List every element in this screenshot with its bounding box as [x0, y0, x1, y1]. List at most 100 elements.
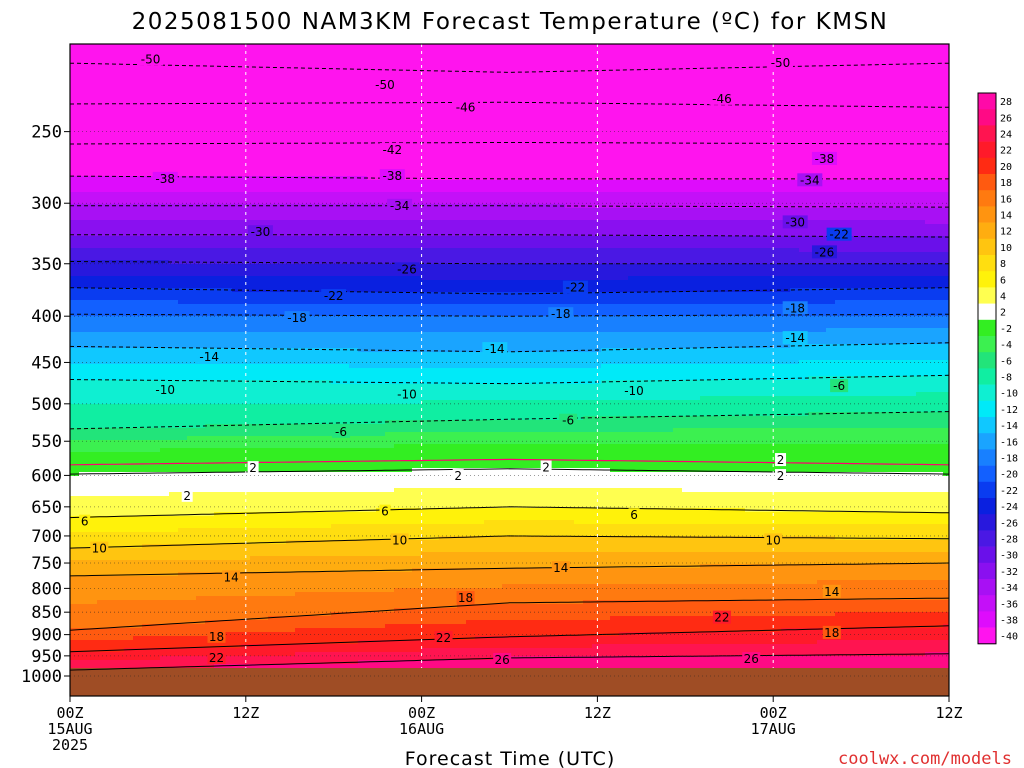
- field-cell: [115, 148, 125, 153]
- field-cell: [79, 552, 89, 557]
- field-cell: [142, 624, 152, 629]
- field-cell: [169, 284, 179, 289]
- field-cell: [133, 484, 143, 489]
- field-cell: [142, 548, 152, 553]
- field-cell: [178, 616, 188, 621]
- field-cell: [160, 356, 170, 361]
- field-cell: [250, 84, 260, 89]
- field-cell: [277, 340, 287, 345]
- field-cell: [313, 212, 323, 217]
- field-cell: [151, 264, 161, 269]
- field-cell: [124, 652, 134, 657]
- field-cell: [286, 468, 296, 473]
- field-cell: [205, 248, 215, 253]
- field-cell: [160, 552, 170, 557]
- field-cell: [349, 292, 359, 297]
- field-cell: [169, 200, 179, 205]
- field-cell: [151, 360, 161, 365]
- field-cell: [169, 516, 179, 521]
- field-cell: [97, 88, 107, 93]
- field-cell: [79, 168, 89, 173]
- field-cell: [106, 556, 116, 561]
- field-cell: [88, 432, 98, 437]
- field-cell: [169, 560, 179, 565]
- field-cell: [124, 640, 134, 645]
- field-cell: [277, 408, 287, 413]
- field-cell: [223, 488, 233, 493]
- field-cell: [232, 560, 242, 565]
- field-cell: [106, 72, 116, 77]
- field-cell: [70, 184, 80, 189]
- field-cell: [70, 456, 80, 461]
- field-cell: [178, 436, 188, 441]
- field-cell: [151, 412, 161, 417]
- field-cell: [151, 344, 161, 349]
- field-cell: [70, 116, 80, 121]
- field-cell: [169, 492, 179, 497]
- field-cell: [259, 380, 269, 385]
- field-cell: [115, 400, 125, 405]
- field-cell: [187, 268, 197, 273]
- field-cell: [97, 600, 107, 605]
- field-cell: [277, 308, 287, 313]
- field-cell: [169, 216, 179, 221]
- field-cell: [196, 240, 206, 245]
- field-cell: [178, 176, 188, 181]
- field-cell: [322, 176, 332, 181]
- field-cell: [295, 372, 305, 377]
- field-cell: [97, 196, 107, 201]
- field-cell: [223, 344, 233, 349]
- field-cell: [331, 628, 341, 633]
- field-cell: [196, 500, 206, 505]
- field-cell: [70, 196, 80, 201]
- field-cell: [322, 124, 332, 129]
- field-cell: [268, 412, 278, 417]
- field-cell: [79, 424, 89, 429]
- field-cell: [223, 500, 233, 505]
- field-cell: [88, 664, 98, 669]
- field-cell: [97, 576, 107, 581]
- field-cell: [106, 236, 116, 241]
- field-cell: [97, 376, 107, 381]
- field-cell: [79, 320, 89, 325]
- field-cell: [178, 600, 188, 605]
- field-cell: [70, 288, 80, 293]
- field-cell: [223, 624, 233, 629]
- field-cell: [304, 104, 314, 109]
- field-cell: [70, 236, 80, 241]
- field-cell: [259, 620, 269, 625]
- field-cell: [70, 524, 80, 529]
- field-cell: [106, 416, 116, 421]
- field-cell: [115, 300, 125, 305]
- field-cell: [241, 244, 251, 249]
- field-cell: [259, 628, 269, 633]
- field-cell: [259, 332, 269, 337]
- field-cell: [214, 380, 224, 385]
- field-cell: [313, 484, 323, 489]
- field-cell: [313, 608, 323, 613]
- field-cell: [259, 476, 269, 481]
- field-cell: [277, 244, 287, 249]
- field-cell: [349, 484, 359, 489]
- field-cell: [331, 592, 341, 597]
- field-cell: [88, 332, 98, 337]
- field-cell: [214, 296, 224, 301]
- field-cell: [133, 532, 143, 537]
- field-cell: [214, 460, 224, 465]
- field-cell: [160, 492, 170, 497]
- field-cell: [97, 280, 107, 285]
- field-cell: [214, 328, 224, 333]
- field-cell: [340, 72, 350, 77]
- field-cell: [277, 568, 287, 573]
- field-cell: [88, 144, 98, 149]
- field-cell: [340, 388, 350, 393]
- field-cell: [349, 252, 359, 257]
- field-cell: [340, 560, 350, 565]
- field-cell: [205, 316, 215, 321]
- field-cell: [205, 564, 215, 569]
- field-cell: [295, 660, 305, 665]
- field-cell: [277, 404, 287, 409]
- field-cell: [97, 264, 107, 269]
- field-cell: [349, 416, 359, 421]
- field-cell: [349, 92, 359, 97]
